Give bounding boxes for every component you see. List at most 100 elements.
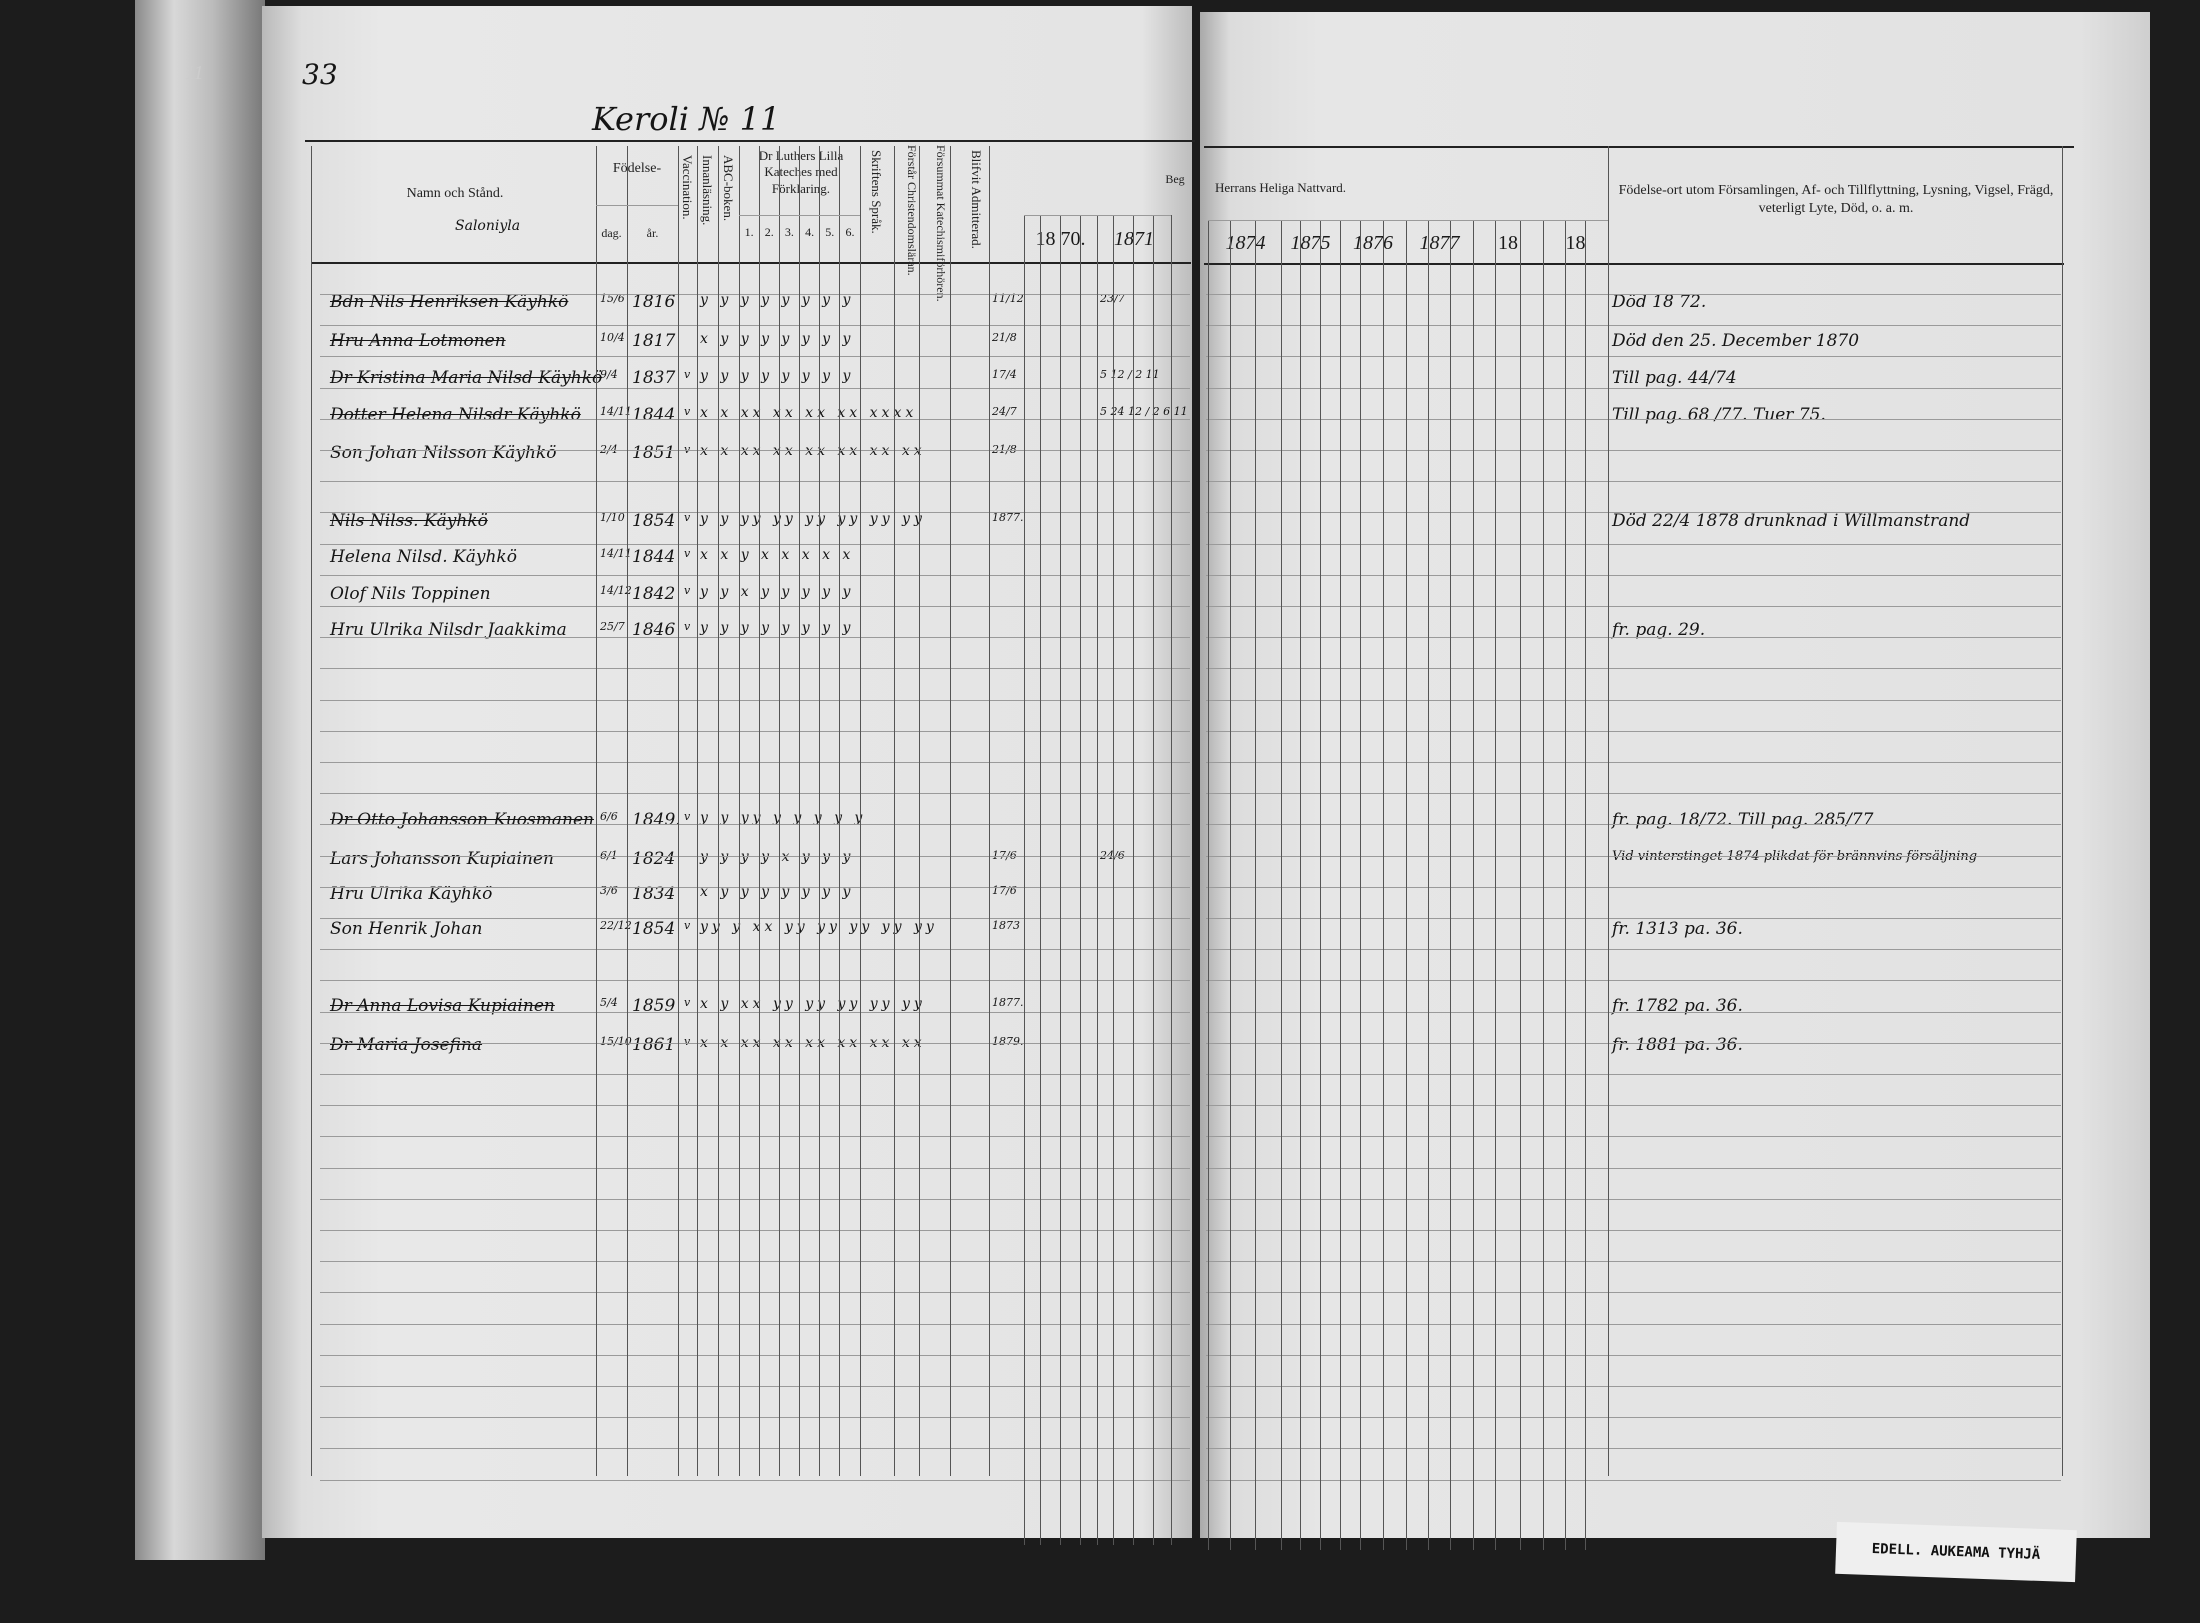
column-line — [1300, 220, 1301, 1550]
rule-line — [320, 543, 1190, 545]
entry-birth-year: 1837 — [632, 368, 676, 388]
year-1875: 1875 — [1290, 232, 1331, 254]
entry-catechism-marks: y y y y y y y y — [700, 620, 855, 636]
catechism-parts: 1. 2. 3. 4. 5. 6. — [739, 225, 860, 240]
column-line — [1520, 220, 1521, 1550]
page-title: Keroli № 11 — [592, 100, 781, 138]
entry-name: Son Johan Nilsson Käyhkö — [330, 443, 557, 463]
rule-line — [1206, 387, 2061, 389]
rule-line — [320, 512, 1190, 514]
column-line — [1097, 215, 1098, 1545]
column-line — [596, 146, 597, 1476]
entry-catechism-marks: x x xx xx xx xx xxxx — [700, 405, 918, 421]
rule-line — [320, 793, 1190, 795]
rule-line — [320, 356, 1190, 358]
rule-line — [1206, 1261, 2061, 1263]
entry-name: Hru Ulrika Nilsdr Jaakkima — [330, 620, 567, 640]
rule-line — [1204, 146, 2074, 148]
rule-line — [1206, 918, 2061, 919]
column-line — [989, 146, 990, 1476]
column-line — [839, 146, 840, 1476]
rule-line — [320, 574, 1190, 576]
entry-catechism-marks: y y y y y y y y — [700, 292, 855, 308]
right-page — [1200, 12, 2150, 1538]
column-line — [1565, 220, 1566, 1550]
entry-catechism-marks: y y yy y y y y y — [700, 810, 867, 826]
column-line — [1080, 215, 1081, 1545]
column-line — [1473, 220, 1474, 1550]
entry-catechism-marks: y y y y x y y y — [700, 849, 855, 865]
catechism-part: 4. — [805, 225, 815, 239]
column-line — [919, 146, 920, 1476]
rule-line — [1206, 1105, 2061, 1107]
column-line — [1208, 220, 1209, 1550]
column-line — [2062, 146, 2063, 1476]
entry-birth-year: 1854 — [632, 919, 676, 939]
column-line — [950, 146, 951, 1476]
column-line — [759, 146, 760, 1476]
entry-catechism-marks: y y y y y y y y — [700, 368, 855, 384]
entry-vaccination: v — [684, 368, 691, 381]
rule-line — [320, 886, 1190, 888]
entry-vaccination: v — [684, 810, 691, 823]
column-line — [779, 146, 780, 1476]
rule-line — [1206, 1479, 2061, 1481]
rule-line — [1206, 543, 2061, 545]
rule-line — [1206, 886, 2061, 888]
rule-line — [320, 481, 1190, 483]
rule-line — [305, 140, 1195, 142]
entry-birth-day: 22/12 — [600, 919, 632, 932]
rule-line — [320, 1167, 1190, 1169]
entry-remark: fr. pag. 29. — [1612, 620, 1706, 640]
column-line — [1585, 220, 1586, 1550]
rule-line — [1206, 824, 2061, 826]
page-number: 33 — [302, 58, 338, 91]
entry-communion-1870: 21/8 — [992, 443, 1017, 456]
entry-remark: fr. 1313 pa. 36. — [1612, 919, 1743, 939]
rule-line — [1206, 481, 2061, 483]
entry-communion-1870: 1877. — [992, 996, 1024, 1009]
rule-line — [320, 1448, 1190, 1450]
catechism-part: 2. — [764, 225, 774, 239]
entry-catechism-marks: yy y xx yy yy yy yy yy — [700, 919, 938, 935]
column-line — [1450, 220, 1451, 1550]
rule-line — [1206, 1417, 2061, 1419]
rule-line — [320, 1198, 1190, 1200]
entry-name: Helena Nilsd. Käyhkö — [330, 547, 517, 567]
catechism-part: 1. — [744, 225, 754, 239]
rule-line — [320, 1105, 1190, 1107]
column-line — [1608, 146, 1609, 1476]
rule-line — [739, 215, 860, 216]
entry-birth-day: 14/12 — [600, 584, 632, 597]
column-line — [1320, 220, 1321, 1550]
column-line — [819, 146, 820, 1476]
entry-catechism-marks: x x xx xx xx xx xx xx — [700, 443, 926, 459]
column-line — [1340, 220, 1341, 1550]
entry-birth-year: 1851 — [632, 443, 676, 463]
rule-line — [320, 294, 1190, 295]
entry-name: Dr Kristina Maria Nilsd Käyhkö — [330, 368, 603, 388]
entry-remark: Till pag. 44/74 — [1612, 368, 1737, 388]
rule-line — [1208, 220, 1608, 221]
entry-birth-year: 1854 — [632, 511, 676, 531]
rule-line — [320, 1011, 1190, 1013]
entry-catechism-marks: y y yy yy yy yy yy yy — [700, 511, 926, 527]
page-stack-edge — [135, 0, 265, 1560]
entry-name: Dr Anna Lovisa Kupiainen — [330, 996, 555, 1016]
column-line — [1171, 215, 1172, 1545]
entry-communion-1870: 1879. — [992, 1035, 1024, 1048]
rule-line — [311, 262, 1191, 264]
header-communion: Herrans Heliga Nattvard. — [1215, 180, 1347, 195]
rule-line — [596, 205, 678, 206]
column-line — [1133, 215, 1134, 1545]
rule-line — [320, 606, 1190, 607]
header-understands: Förstår Christendomsläran. — [905, 145, 919, 276]
header-birth: Födelse- — [612, 161, 662, 176]
entry-remark: Död 22/4 1878 drunknad i Willmanstrand — [1612, 511, 1971, 531]
year-18b: 18 — [1565, 232, 1586, 254]
rule-line — [1206, 730, 2061, 732]
rule-line — [1206, 1448, 2061, 1450]
entry-birth-day: 1/10 — [600, 511, 625, 524]
entry-birth-year: 1817 — [632, 331, 676, 351]
rule-line — [1024, 215, 1171, 216]
